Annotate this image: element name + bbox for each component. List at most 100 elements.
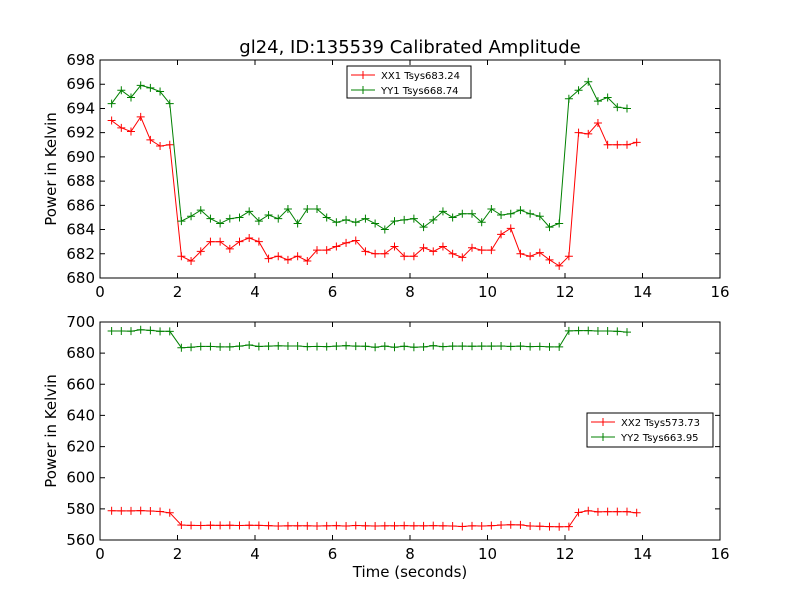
y-axis-label: Power in Kelvin	[42, 112, 60, 226]
data-point	[245, 341, 254, 350]
data-point	[117, 506, 126, 515]
x-tick-label: 4	[250, 283, 260, 301]
series-line	[111, 510, 637, 528]
data-point	[545, 342, 554, 351]
data-point	[177, 343, 186, 352]
data-point	[419, 243, 428, 252]
data-point	[254, 237, 263, 246]
data-point	[487, 521, 496, 530]
data-point	[371, 343, 380, 352]
data-point	[245, 521, 254, 530]
data-point	[458, 209, 467, 218]
x-tick-label: 14	[633, 545, 652, 563]
data-point	[506, 224, 515, 233]
data-point	[516, 520, 525, 529]
y-tick-label: 688	[66, 172, 95, 190]
y-tick-label: 692	[66, 124, 95, 142]
data-point	[274, 214, 283, 223]
data-point	[477, 246, 486, 255]
y-tick-label: 640	[66, 406, 95, 424]
data-point	[146, 135, 155, 144]
data-point	[196, 521, 205, 530]
series-1	[107, 506, 641, 531]
data-point	[409, 214, 418, 223]
x-tick-label: 16	[710, 545, 729, 563]
y-tick-label: 560	[66, 531, 95, 549]
data-point	[283, 341, 292, 350]
x-tick-label: 0	[95, 283, 105, 301]
chart-title: gl24, ID:135539 Calibrated Amplitude	[239, 37, 580, 58]
data-point	[235, 521, 244, 530]
data-point	[632, 508, 641, 517]
data-point	[342, 521, 351, 530]
data-point	[274, 521, 283, 530]
data-point	[187, 521, 196, 530]
data-point	[254, 521, 263, 530]
data-point	[438, 342, 447, 351]
data-point	[254, 342, 263, 351]
x-tick-label: 10	[478, 283, 497, 301]
data-point	[506, 342, 515, 351]
data-point	[419, 521, 428, 530]
data-point	[448, 249, 457, 258]
data-point	[458, 342, 467, 351]
data-point	[574, 326, 583, 335]
data-point	[196, 342, 205, 351]
data-point	[361, 342, 370, 351]
data-point	[400, 342, 409, 351]
data-point	[235, 237, 244, 246]
data-point	[313, 246, 321, 255]
data-point	[216, 237, 225, 246]
data-point	[245, 234, 254, 243]
data-point	[487, 342, 496, 351]
data-point	[468, 521, 476, 530]
data-point	[574, 128, 583, 137]
data-point	[593, 97, 602, 106]
y-axis-label: Power in Kelvin	[42, 374, 60, 488]
data-point	[632, 138, 641, 147]
data-point	[593, 118, 602, 127]
data-point	[303, 342, 312, 351]
data-point	[409, 252, 418, 261]
data-point	[526, 521, 535, 530]
data-point	[371, 521, 380, 530]
data-point	[438, 521, 447, 530]
data-point	[187, 212, 196, 221]
x-tick-label: 8	[405, 545, 415, 563]
y-tick-label: 580	[66, 500, 95, 518]
data-point	[293, 252, 302, 261]
data-point	[380, 521, 389, 530]
data-point	[322, 342, 331, 351]
series-2	[107, 325, 631, 352]
data-point	[380, 249, 389, 258]
data-point	[283, 521, 292, 530]
data-point	[187, 343, 196, 352]
data-point	[477, 342, 486, 351]
legend-label: YY1 Tsys668.74	[380, 86, 459, 97]
data-point	[584, 506, 593, 515]
series-2	[107, 77, 631, 234]
legend-entry: YY2 Tsys663.95	[591, 433, 699, 444]
data-point	[303, 204, 312, 213]
data-point	[613, 103, 622, 112]
data-point	[136, 81, 145, 90]
data-point	[303, 257, 312, 266]
data-point	[603, 93, 612, 102]
data-point	[526, 342, 535, 351]
y-tick-label: 620	[66, 438, 95, 456]
legend-entry: XX2 Tsys573.73	[591, 418, 700, 429]
x-tick-label: 2	[173, 283, 183, 301]
data-point	[526, 209, 535, 218]
x-tick-label: 10	[478, 545, 497, 563]
data-point	[342, 215, 351, 224]
data-point	[409, 521, 418, 530]
data-point	[146, 83, 155, 92]
data-point	[313, 521, 321, 530]
x-tick-label: 8	[405, 283, 415, 301]
data-point	[322, 246, 331, 255]
data-point	[165, 99, 174, 108]
data-point	[438, 207, 447, 216]
data-point	[564, 94, 573, 103]
data-point	[264, 521, 273, 530]
data-point	[497, 521, 506, 530]
